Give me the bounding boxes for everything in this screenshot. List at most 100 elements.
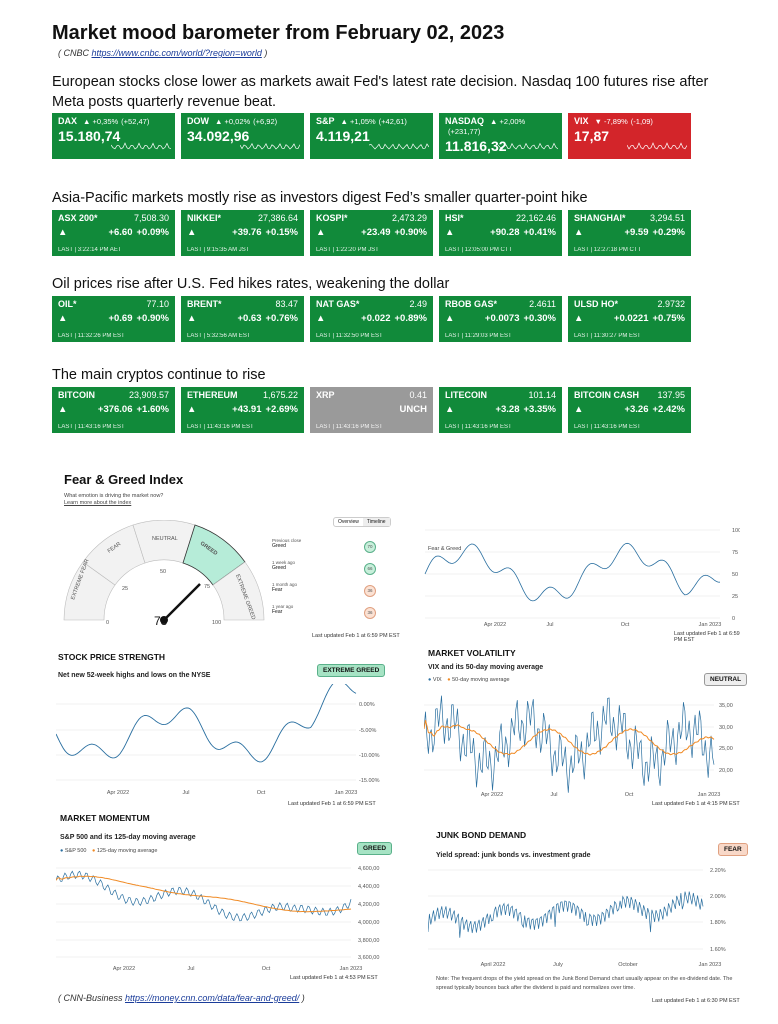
oil_tiles-tile[interactable]: OIL* 77.10 ▲ +0.69 +0.90% LAST | 11:32:26 PM … — [52, 296, 175, 342]
tile-change: ▲ +3.28 +3.35% — [445, 404, 556, 415]
axis-tick: Apr 2022 — [484, 622, 506, 628]
tile-price: 83.47 — [275, 299, 298, 309]
tile-change: ▲ +39.76 +0.15% — [187, 227, 298, 238]
fg-learn-link[interactable]: Learn more about the index — [64, 500, 132, 506]
tile-name: ETHEREUM — [187, 390, 238, 400]
history-value: 36 — [364, 585, 376, 597]
tile-pct: +2.42% — [652, 404, 686, 415]
oil_tiles-tile[interactable]: BRENT* 83.47 ▲ +0.63 +0.76% LAST | 5:32:56 AM… — [181, 296, 304, 342]
axis-tick: Apr 2022 — [481, 792, 503, 798]
tile-value: 17,87 — [574, 128, 610, 144]
index-tile-dax[interactable]: DAX ▲ +0,35% (+52,47) 15.180,74 — [52, 113, 175, 159]
tile-header: XRP 0.41 — [316, 390, 427, 400]
tile-header: BITCOIN 23,909.57 — [58, 390, 169, 400]
arrow-up-icon: ▲ — [58, 313, 68, 324]
change-values: +43.91 +2.69% — [232, 404, 298, 415]
asia_tiles-tile[interactable]: SHANGHAI* 3,294.51 ▲ +9.59 +0.29% LAST | 12:2… — [568, 210, 691, 256]
tile-change: ▲ +0.63 +0.76% — [187, 313, 298, 324]
index-tile-dow[interactable]: DOW ▲ +0,02% (+6,92) 34.092,96 — [181, 113, 304, 159]
tile-last: LAST | 11:43:16 PM EST — [445, 424, 512, 430]
axis-tick: 20,00 — [719, 768, 733, 774]
index-tile-vix[interactable]: VIX ▼ -7,89% (-1,09) 17,87 — [568, 113, 691, 159]
arrow-up-icon: ▲ — [58, 404, 68, 415]
axis-tick: 1.60% — [710, 947, 726, 953]
vol-legend: ● VIX ● 50-day moving average — [428, 677, 510, 683]
index-tile-s&p[interactable]: S&P ▲ +1,05% (+42,61) 4.119,21 — [310, 113, 433, 159]
arrow-up-icon: ▲ — [187, 404, 197, 415]
vol-updated: Last updated Feb 1 at 4:15 PM EST — [652, 801, 740, 807]
tile-last: LAST | 11:43:16 PM EST — [316, 424, 383, 430]
headline-crypto: The main cryptos continue to rise — [52, 367, 266, 383]
change-values: +0.69 +0.90% — [108, 313, 169, 324]
tile-chg: +0.63 — [237, 313, 262, 324]
history-row: Previous close Greed 70 — [272, 538, 382, 560]
oil-tiles: OIL* 77.10 ▲ +0.69 +0.90% LAST | 11:32:26 PM … — [52, 296, 691, 342]
tile-name: BITCOIN — [58, 390, 95, 400]
tile-pct: +1.60% — [136, 404, 170, 415]
tile-last: LAST | 5:32:56 AM EST — [187, 333, 251, 339]
tile-name: DAX — [58, 116, 78, 126]
tile-header: DOW ▲ +0,02% (+6,92) — [187, 116, 298, 126]
tab-overview[interactable]: Overview — [338, 519, 359, 525]
junk-note: Note: The frequent drops of the yield sp… — [436, 976, 733, 991]
tile-price: 23,909.57 — [128, 390, 169, 400]
crypto_tiles-tile[interactable]: BITCOIN 23,909.57 ▲ +376.06 +1.60% LAST | 11:… — [52, 387, 175, 433]
cnbc-link[interactable]: https://www.cnbc.com/world/?region=world — [91, 48, 262, 58]
tile-last: LAST | 11:43:16 PM EST — [187, 424, 254, 430]
tile-points: (-1,09) — [630, 117, 653, 126]
asia_tiles-tile[interactable]: NIKKEI* 27,386.64 ▲ +39.76 +0.15% LAST | 9:15… — [181, 210, 304, 256]
tile-header: KOSPI* 2,473.29 — [316, 213, 427, 223]
change-values: +3.28 +3.35% — [495, 404, 556, 415]
asia_tiles-tile[interactable]: KOSPI* 2,473.29 ▲ +23.49 +0.90% LAST | 1:22:2… — [310, 210, 433, 256]
oil_tiles-tile[interactable]: NAT GAS* 2.49 ▲ +0.022 +0.89% LAST | 11:32:50… — [310, 296, 433, 342]
tile-header: VIX ▼ -7,89% (-1,09) — [574, 116, 685, 126]
history-period: Previous close — [272, 538, 302, 543]
tile-last: LAST | 11:29:03 PM EST — [445, 333, 512, 339]
cnn-link[interactable]: https://money.cnn.com/data/fear-and-gree… — [125, 993, 300, 1003]
tile-pct: +0.76% — [265, 313, 299, 324]
tile-change: ▲ +90.28 +0.41% — [445, 227, 556, 238]
sparkline — [240, 142, 300, 150]
asia_tiles-tile[interactable]: ASX 200* 7,508.30 ▲ +6.60 +0.09% LAST | 3:22:… — [52, 210, 175, 256]
history-label: Greed — [272, 543, 286, 549]
tile-price: 2.9732 — [657, 299, 685, 309]
headline-asia: Asia-Pacific markets mostly rise as inve… — [52, 190, 588, 206]
oil_tiles-tile[interactable]: ULSD HO* 2.9732 ▲ +0.0221 +0.75% LAST | 11:30… — [568, 296, 691, 342]
gauge-needle — [163, 583, 201, 621]
tile-name: LITECOIN — [445, 390, 487, 400]
sparkline — [498, 142, 558, 150]
crypto_tiles-tile[interactable]: LITECOIN 101.14 ▲ +3.28 +3.35% LAST | 11:43:1… — [439, 387, 562, 433]
tile-header: NAT GAS* 2.49 — [316, 299, 427, 309]
sp500-ma-line — [56, 875, 352, 913]
gauge-segments — [63, 520, 265, 621]
index-tile-nasdaq[interactable]: NASDAQ ▲ +2,00% (+231,77) 11.816,32 — [439, 113, 562, 159]
junk-title: JUNK BOND DEMAND — [436, 830, 527, 840]
crypto_tiles-tile[interactable]: BITCOIN CASH 137.95 ▲ +3.26 +2.42% LAST | 11:… — [568, 387, 691, 433]
axis-tick: 50 — [732, 572, 738, 578]
tile-last: LAST | 1:22:20 PM JST — [316, 247, 379, 253]
crypto_tiles-tile[interactable]: XRP 0.41 UNCH LAST | 11:43:16 PM EST — [310, 387, 433, 433]
oil_tiles-tile[interactable]: RBOB GAS* 2.4611 ▲ +0.0073 +0.30% LAST | 11:2… — [439, 296, 562, 342]
axis-tick: Oct — [621, 622, 630, 628]
axis-tick: 35,00 — [719, 703, 733, 709]
change-values: +39.76 +0.15% — [232, 227, 298, 238]
tile-price: 2,473.29 — [391, 213, 427, 223]
crypto-tiles: BITCOIN 23,909.57 ▲ +376.06 +1.60% LAST | 11:… — [52, 387, 691, 433]
tab-timeline[interactable]: Timeline — [362, 518, 390, 526]
vix-ma-line — [424, 720, 715, 756]
crypto_tiles-tile[interactable]: ETHEREUM 1,675.22 ▲ +43.91 +2.69% LAST | 11:4… — [181, 387, 304, 433]
tile-name: NIKKEI* — [187, 213, 222, 223]
vol-leg1: VIX — [432, 677, 442, 683]
tick-75: 75 — [204, 584, 210, 590]
tile-header: ULSD HO* 2.9732 — [574, 299, 685, 309]
tile-change: ▲ +43.91 +2.69% — [187, 404, 298, 415]
axis-tick: 3,600,00 — [358, 955, 379, 961]
tl-line — [424, 542, 721, 602]
asia_tiles-tile[interactable]: HSI* 22,162.46 ▲ +90.28 +0.41% LAST | 12:05:0… — [439, 210, 562, 256]
tile-points: (+42,61) — [378, 117, 407, 126]
asia-index-tiles: ASX 200* 7,508.30 ▲ +6.60 +0.09% LAST | 3:22:… — [52, 210, 691, 256]
change-values: +9.59 +0.29% — [624, 227, 685, 238]
tile-last: LAST | 11:43:16 PM EST — [574, 424, 641, 430]
tl-legend: Fear & Greed — [428, 546, 462, 552]
tile-header: RBOB GAS* 2.4611 — [445, 299, 556, 309]
